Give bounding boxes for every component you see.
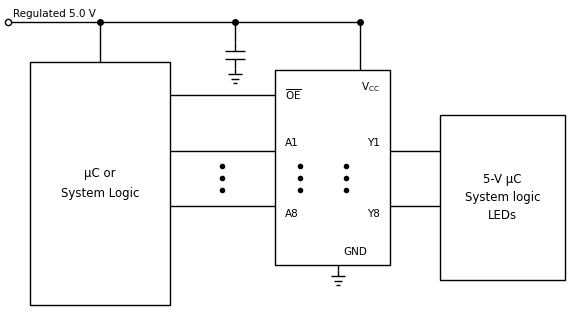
Bar [440,115,565,280]
Text: Regulated 5.0 V: Regulated 5.0 V [13,9,96,19]
Text: LEDs: LEDs [488,209,517,222]
Text: 5-V μC: 5-V μC [483,173,522,186]
Text: μC or: μC or [84,167,116,180]
Text: Y1: Y1 [367,138,380,148]
Bar [30,62,170,305]
Text: A8: A8 [285,209,299,219]
Bar [275,70,390,265]
Text: System Logic: System Logic [61,187,139,200]
Text: $\overline{\mathrm{OE}}$: $\overline{\mathrm{OE}}$ [285,88,302,102]
Text: System logic: System logic [464,191,541,204]
Text: GND: GND [343,247,367,257]
Text: V$_{\mathrm{CC}}$: V$_{\mathrm{CC}}$ [361,80,380,94]
Text: A1: A1 [285,138,299,148]
Text: Y8: Y8 [367,209,380,219]
